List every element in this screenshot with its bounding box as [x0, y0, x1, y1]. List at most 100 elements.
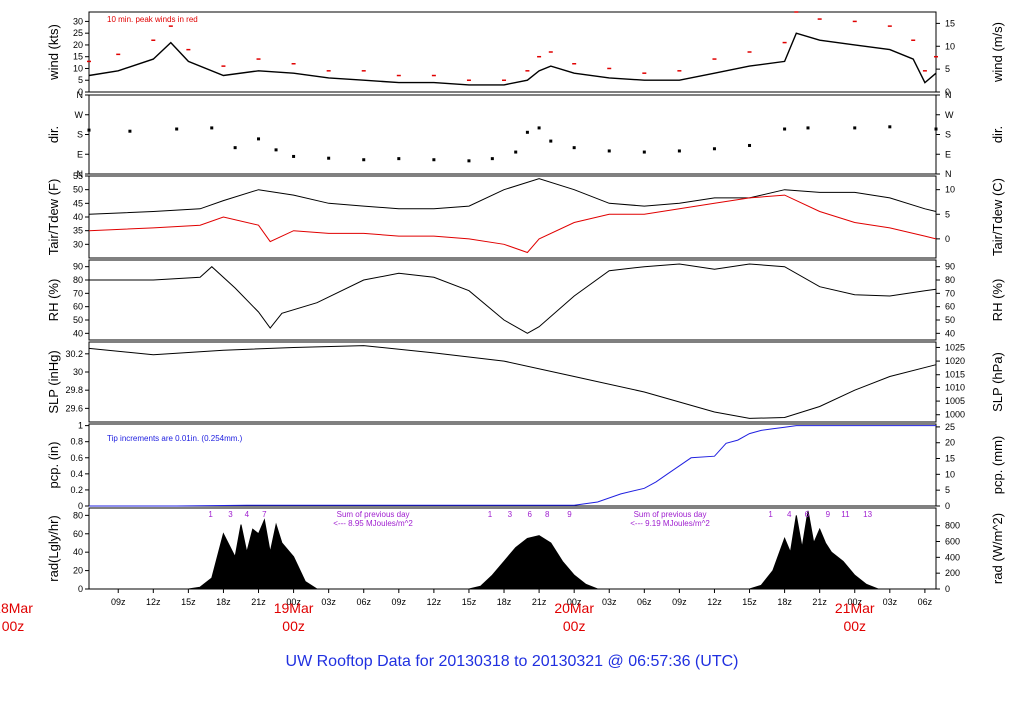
y2-tick-label: 400 [945, 552, 960, 562]
direction-point [642, 150, 646, 154]
y2-tick-label: S [945, 130, 951, 140]
y2-tick-label: 1000 [945, 410, 965, 420]
y-axis-label: rad(Lgly/hr) [46, 515, 61, 581]
y-axis-label: Tair/Tdew (F) [46, 179, 61, 256]
y2-tick-label: 10 [945, 41, 955, 51]
direction-point [490, 157, 494, 161]
direction-point [362, 158, 366, 162]
y-tick-label: 0.2 [70, 485, 83, 495]
panel-rh: 40 50 60 70 80 90 40 50 60 70 80 90 RH (%) RH (%) [46, 259, 1005, 341]
x-tick-label: 06z [918, 597, 933, 607]
y-tick-label: 30 [73, 239, 83, 249]
y-tick-label: 15 [73, 52, 83, 62]
hour-marker: 8 [545, 510, 550, 519]
x-tick-label: 21z [812, 597, 827, 607]
x-tick-label: 21z [251, 597, 266, 607]
direction-point [432, 158, 436, 162]
y2-tick-label: 1005 [945, 396, 965, 406]
direction-point [525, 130, 529, 134]
direction-point [888, 125, 892, 129]
y-tick-label: N [77, 90, 84, 100]
direction-point [514, 150, 518, 154]
y2-tick-label: 40 [945, 328, 955, 338]
y-tick-label: 70 [73, 288, 83, 298]
direction-point [397, 157, 401, 161]
time-axis: 09z 12z 15z 18z 21z 00z 03z 06z 09z 12z 15z 18z 21z 0… [0, 589, 933, 634]
y2-tick-label: 200 [945, 568, 960, 578]
direction-point [87, 128, 91, 132]
x-tick-label: 06z [356, 597, 371, 607]
y-tick-label: 50 [73, 315, 83, 325]
y2-tick-label: 10 [945, 185, 955, 195]
y2-tick-label: 1020 [945, 356, 965, 366]
x-tick-label: 15z [181, 597, 196, 607]
direction-point [292, 154, 296, 158]
radiation-sum-value: <--- 9.19 MJoules/m^2 [630, 519, 710, 528]
hour-marker: 3 [508, 510, 513, 519]
y2-tick-label: 600 [945, 537, 960, 547]
series-line-tair [88, 178, 937, 215]
direction-point [806, 126, 810, 130]
direction-point [677, 149, 681, 153]
radiation-area [89, 510, 936, 590]
panel-annotation: 10 min. peak winds in red [107, 15, 198, 24]
hour-marker: 9 [826, 510, 831, 519]
y-tick-label: 45 [73, 198, 83, 208]
direction-point [210, 126, 214, 130]
x-tick-label: 21z [532, 597, 547, 607]
hour-marker: 7 [262, 510, 267, 519]
plot-frame [88, 423, 937, 507]
y2-tick-label: W [945, 110, 954, 120]
date-label: 18Mar [0, 600, 33, 616]
hour-marker: 11 [841, 510, 850, 519]
hour-marker: 4 [787, 510, 792, 519]
y-tick-label: 40 [73, 547, 83, 557]
y2-axis-label: RH (%) [990, 279, 1005, 322]
y-tick-label: 90 [73, 262, 83, 272]
panel-temp: 30 35 40 45 50 55 0 5 10 Tair/Tdew (F) Tair/Tdew (… [46, 171, 1005, 259]
panel-annotation: Tip increments are 0.01in. (0.254mm.) [107, 434, 243, 443]
hour-marker: 13 [863, 510, 872, 519]
y2-tick-label: 1010 [945, 382, 965, 392]
y2-tick-label: 0 [945, 584, 950, 594]
direction-point [934, 127, 938, 131]
x-tick-label: 12z [427, 597, 442, 607]
date-zulu-label: 00z [282, 618, 305, 634]
y2-axis-label: pcp. (mm) [990, 436, 1005, 495]
x-tick-label: 12z [146, 597, 161, 607]
direction-point [607, 149, 611, 153]
hour-marker: 3 [228, 510, 233, 519]
y2-tick-label: 60 [945, 302, 955, 312]
y-tick-label: 40 [73, 328, 83, 338]
hour-marker: 6 [805, 510, 810, 519]
y2-tick-label: 0 [945, 501, 950, 511]
x-tick-label: 00z [847, 597, 862, 607]
x-tick-label: 18z [216, 597, 231, 607]
x-tick-label: 18z [777, 597, 792, 607]
y2-tick-label: 1015 [945, 370, 965, 380]
x-tick-label: 00z [286, 597, 301, 607]
hour-marker: 9 [567, 510, 572, 519]
x-tick-label: 09z [111, 597, 126, 607]
y-tick-label: 5 [78, 75, 83, 85]
hour-marker: 1 [208, 510, 213, 519]
y2-tick-label: N [945, 90, 952, 100]
y-tick-label: 60 [73, 302, 83, 312]
y2-axis-label: rad (W/m^2) [990, 513, 1005, 584]
series-line-tdew [88, 194, 937, 254]
panel-slp: 29.6 29.8 30 30.2 1000 1005 1010 1015 1020 1025 SL… [46, 341, 1005, 423]
direction-point [257, 137, 261, 141]
y-axis-label: wind (kts) [46, 24, 61, 81]
direction-point [748, 143, 752, 147]
y-tick-label: 60 [73, 529, 83, 539]
y-tick-label: 10 [73, 63, 83, 73]
y-tick-label: 80 [73, 275, 83, 285]
plot-frame [88, 341, 937, 423]
direction-point [712, 147, 716, 151]
y-tick-label: 25 [73, 28, 83, 38]
y-tick-label: 0 [78, 87, 83, 97]
direction-point [537, 126, 541, 130]
